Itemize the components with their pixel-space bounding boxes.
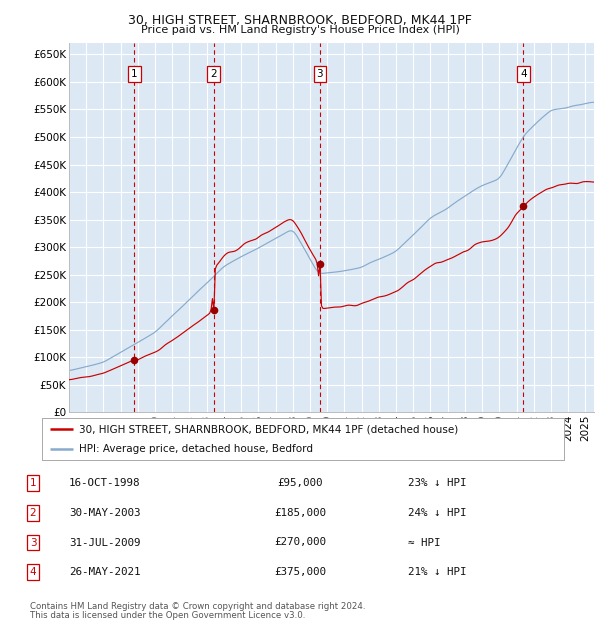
Text: 1: 1	[29, 478, 37, 488]
Text: 4: 4	[520, 69, 527, 79]
Text: 30-MAY-2003: 30-MAY-2003	[69, 508, 140, 518]
Text: 2: 2	[211, 69, 217, 79]
Text: Contains HM Land Registry data © Crown copyright and database right 2024.: Contains HM Land Registry data © Crown c…	[30, 602, 365, 611]
Text: 31-JUL-2009: 31-JUL-2009	[69, 538, 140, 547]
Text: 24% ↓ HPI: 24% ↓ HPI	[408, 508, 467, 518]
Text: 2: 2	[29, 508, 37, 518]
Text: ≈ HPI: ≈ HPI	[408, 538, 440, 547]
Text: 16-OCT-1998: 16-OCT-1998	[69, 478, 140, 488]
Text: £185,000: £185,000	[274, 508, 326, 518]
Text: £95,000: £95,000	[277, 478, 323, 488]
Text: 26-MAY-2021: 26-MAY-2021	[69, 567, 140, 577]
Text: 23% ↓ HPI: 23% ↓ HPI	[408, 478, 467, 488]
Text: 3: 3	[29, 538, 37, 547]
Text: Price paid vs. HM Land Registry's House Price Index (HPI): Price paid vs. HM Land Registry's House …	[140, 25, 460, 35]
Text: £270,000: £270,000	[274, 538, 326, 547]
Text: HPI: Average price, detached house, Bedford: HPI: Average price, detached house, Bedf…	[79, 445, 313, 454]
Text: 3: 3	[317, 69, 323, 79]
Text: 4: 4	[29, 567, 37, 577]
Text: 21% ↓ HPI: 21% ↓ HPI	[408, 567, 467, 577]
Text: 30, HIGH STREET, SHARNBROOK, BEDFORD, MK44 1PF (detached house): 30, HIGH STREET, SHARNBROOK, BEDFORD, MK…	[79, 424, 458, 434]
Text: £375,000: £375,000	[274, 567, 326, 577]
Text: This data is licensed under the Open Government Licence v3.0.: This data is licensed under the Open Gov…	[30, 611, 305, 619]
Text: 1: 1	[131, 69, 137, 79]
Text: 30, HIGH STREET, SHARNBROOK, BEDFORD, MK44 1PF: 30, HIGH STREET, SHARNBROOK, BEDFORD, MK…	[128, 14, 472, 27]
